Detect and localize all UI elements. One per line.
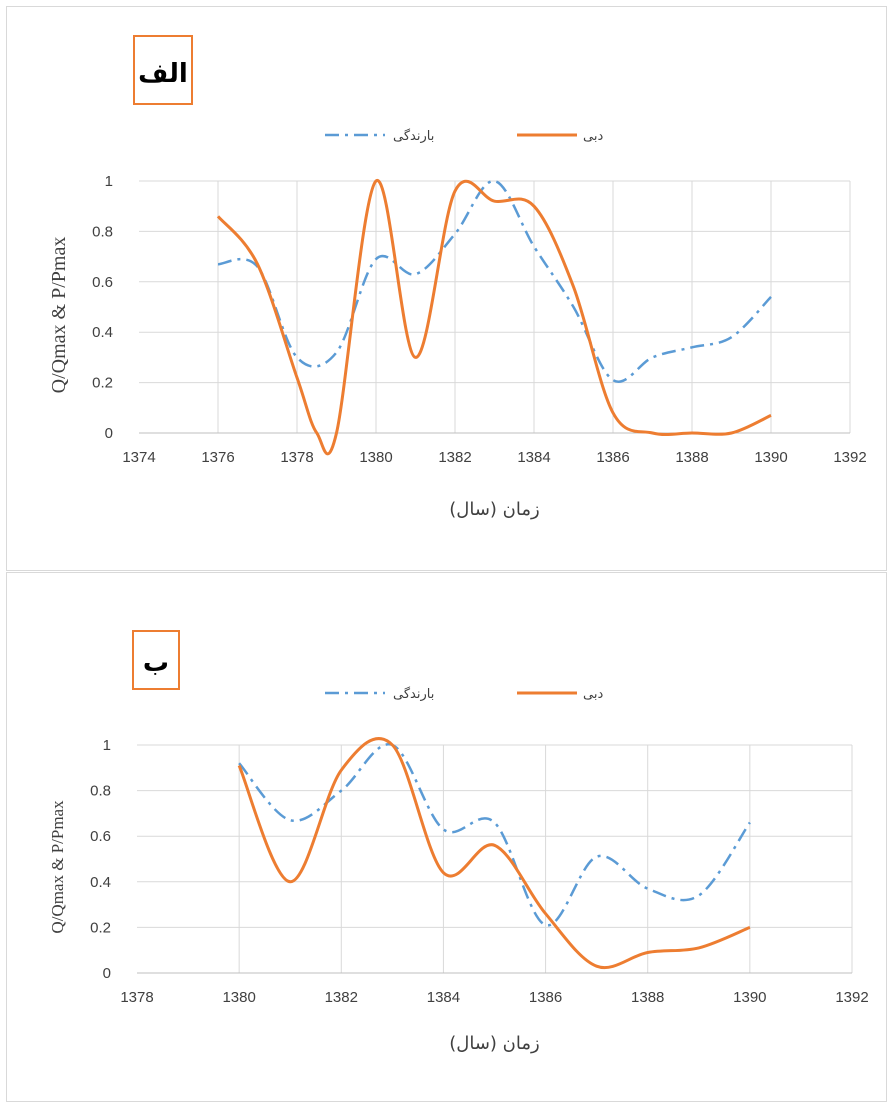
x-tick-label: 1384 (427, 989, 460, 1006)
y-tick-label: 1 (105, 173, 113, 190)
series-line-rainfall (238, 743, 751, 927)
legend-label-rainfall: بارندگی (393, 128, 434, 144)
chart-panel-b: 0 0.2 0.4 0.6 0.8 1 1378 1380 1382 1384 1386 1388 13… (6, 572, 887, 1102)
panel-badge-b (132, 630, 180, 690)
series-line-rainfall (217, 179, 772, 383)
y-tick-label: 1 (103, 737, 111, 754)
y-tick-label: 0.2 (92, 375, 113, 392)
x-tick-label: 1378 (280, 449, 313, 466)
x-tick-label: 1392 (833, 449, 866, 466)
x-tick-label: 1386 (596, 449, 629, 466)
panel-label-a: الف (138, 59, 188, 89)
x-tick-label: 1392 (835, 989, 868, 1006)
legend-a: بارندگی دبی (325, 128, 603, 144)
y-tick-label: 0.4 (92, 324, 113, 341)
x-tick-label: 1384 (517, 449, 550, 466)
y-tick-label: 0.6 (90, 828, 111, 845)
x-axis-title: زمان (سال) (449, 1033, 539, 1054)
y-tick-label: 0.4 (90, 874, 111, 891)
y-tick-label: 0.8 (92, 223, 113, 240)
grid-a (139, 180, 851, 433)
legend-label-rainfall: بارندگی (393, 686, 434, 702)
x-tick-label: 1382 (325, 989, 358, 1006)
x-tick-label: 1390 (754, 449, 787, 466)
chart-panel-a: 0 0.2 0.4 0.6 0.8 1 1374 1376 1378 1380 1382 1384 13… (6, 6, 887, 571)
x-axis-title: زمان (سال) (449, 499, 539, 520)
legend-label-discharge: دبی (583, 129, 603, 144)
y-tick-label: 0 (103, 965, 111, 982)
chart-b-svg: 0 0.2 0.4 0.6 0.8 1 1378 1380 1382 1384 1386 1388 13… (48, 630, 869, 1054)
series-line-discharge (216, 179, 772, 456)
x-tick-label: 1380 (222, 989, 255, 1006)
y-tick-label: 0 (105, 425, 113, 442)
x-tick-label: 1390 (733, 989, 766, 1006)
legend-label-discharge: دبی (583, 687, 603, 702)
grid-b (137, 744, 853, 973)
x-tick-label: 1388 (675, 449, 708, 466)
y-tick-label: 0.8 (90, 783, 111, 800)
x-tick-label: 1374 (122, 449, 155, 466)
y-axis-title: Q/Qmax & P/Pmax (48, 237, 70, 394)
panel-badge-a (133, 35, 193, 105)
y-tick-label: 0.2 (90, 919, 111, 936)
legend-b: بارندگی دبی (325, 686, 603, 702)
chart-a-svg: 0 0.2 0.4 0.6 0.8 1 1374 1376 1378 1380 1382 1384 13… (48, 35, 867, 520)
panel-label-b: ب (143, 648, 169, 678)
x-tick-label: 1386 (529, 989, 562, 1006)
y-tick-label: 0.6 (92, 274, 113, 291)
y-axis-title: Q/Qmax & P/Pmax (48, 800, 67, 934)
x-tick-label: 1376 (201, 449, 234, 466)
x-tick-label: 1388 (631, 989, 664, 1006)
x-tick-label: 1382 (438, 449, 471, 466)
x-tick-label: 1378 (120, 989, 153, 1006)
series-line-discharge (237, 737, 751, 970)
x-tick-label: 1380 (359, 449, 392, 466)
